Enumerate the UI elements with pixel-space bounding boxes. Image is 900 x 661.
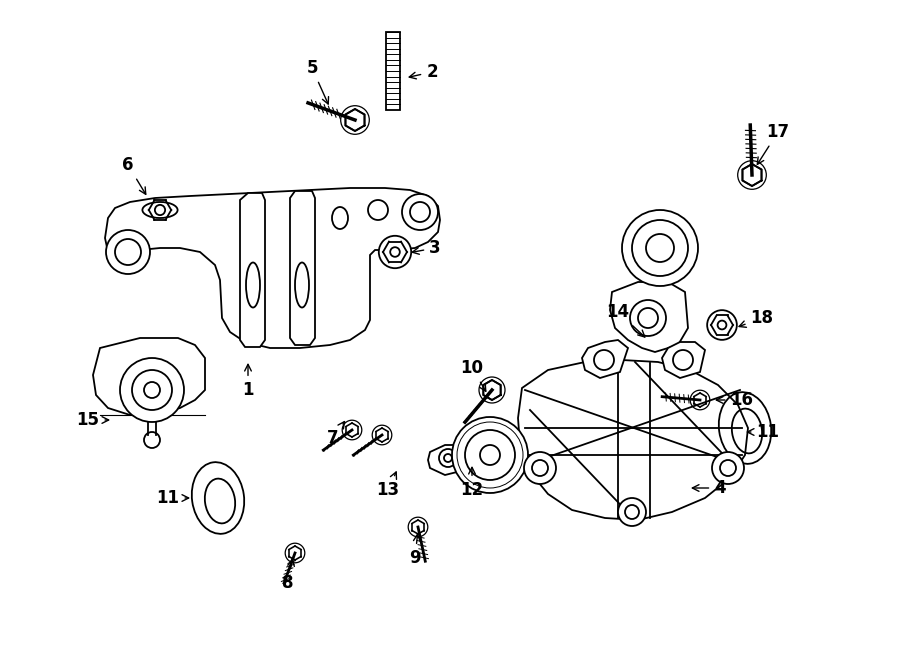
Text: 5: 5 — [306, 59, 328, 104]
Text: 17: 17 — [757, 123, 789, 165]
Circle shape — [618, 498, 646, 526]
Text: 11: 11 — [157, 489, 189, 507]
Circle shape — [524, 452, 556, 484]
Circle shape — [707, 310, 737, 340]
Polygon shape — [240, 193, 265, 347]
Text: 4: 4 — [692, 479, 725, 497]
Text: 7: 7 — [328, 422, 345, 447]
Text: 6: 6 — [122, 156, 146, 194]
Text: 13: 13 — [376, 472, 400, 499]
Ellipse shape — [142, 202, 177, 218]
Text: 12: 12 — [461, 467, 483, 499]
Polygon shape — [582, 340, 628, 378]
Text: 2: 2 — [410, 63, 437, 81]
Circle shape — [402, 194, 438, 230]
Text: 9: 9 — [410, 534, 421, 567]
Text: 16: 16 — [716, 391, 753, 409]
Text: 15: 15 — [76, 411, 109, 429]
FancyBboxPatch shape — [638, 256, 682, 272]
Polygon shape — [428, 445, 470, 475]
Bar — [386, 32, 400, 110]
Polygon shape — [93, 338, 205, 415]
Circle shape — [106, 230, 150, 274]
Polygon shape — [290, 191, 315, 345]
Circle shape — [120, 358, 184, 422]
Circle shape — [379, 236, 411, 268]
Text: 11: 11 — [747, 423, 779, 441]
Text: 14: 14 — [607, 303, 644, 337]
Circle shape — [622, 210, 698, 286]
Polygon shape — [610, 282, 688, 352]
Text: 18: 18 — [739, 309, 773, 327]
Polygon shape — [105, 188, 440, 348]
Text: 1: 1 — [242, 364, 254, 399]
Circle shape — [452, 417, 528, 493]
Text: 3: 3 — [412, 239, 441, 257]
Text: 10: 10 — [461, 359, 486, 391]
Text: 8: 8 — [283, 559, 294, 592]
Polygon shape — [518, 360, 748, 520]
Polygon shape — [662, 342, 705, 378]
Circle shape — [712, 452, 744, 484]
